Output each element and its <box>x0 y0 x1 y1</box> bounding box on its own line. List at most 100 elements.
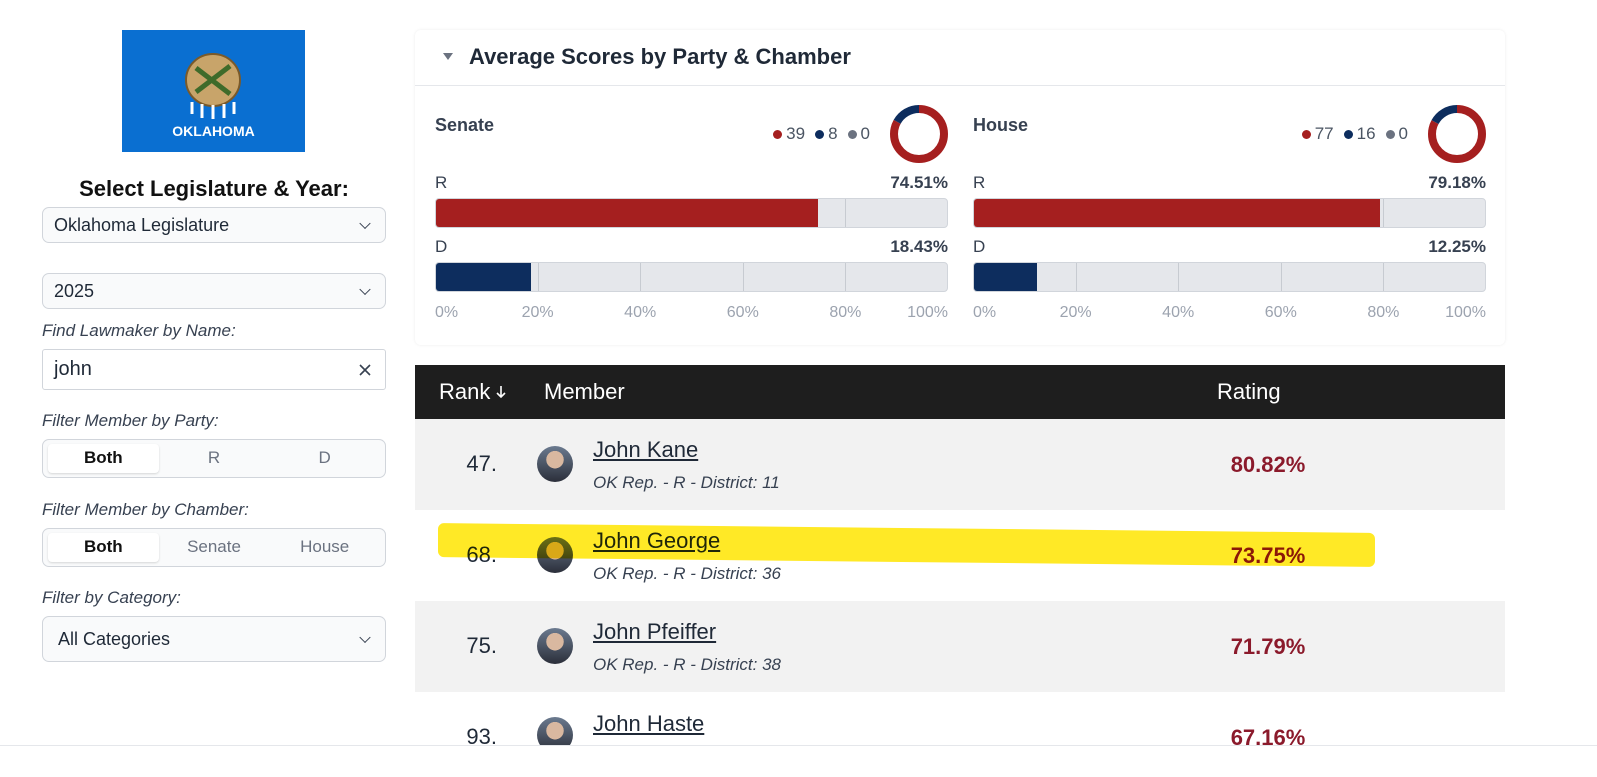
member-row[interactable]: 75. John Pfeiffer OK Rep. - R - District: … <box>415 601 1505 692</box>
segment-option[interactable]: Senate <box>187 537 241 556</box>
axis-tick-label: 40% <box>624 304 657 321</box>
score-label: 74.51% <box>890 173 948 192</box>
count-item: 8 <box>815 124 838 144</box>
count-value: 0 <box>1398 124 1408 143</box>
chamber-filter: Both Senate House <box>42 528 386 567</box>
count-item: 77 <box>1301 124 1334 144</box>
score-track <box>435 198 948 228</box>
panel-title[interactable]: Average Scores by Party & Chamber <box>469 44 851 69</box>
axis-tick-label: 60% <box>726 304 759 321</box>
axis-tick-label: 0% <box>435 304 459 321</box>
count-dot <box>773 129 783 139</box>
field-label: Filter Member by Chamber: <box>42 500 249 519</box>
grid-line <box>1383 263 1385 291</box>
legislature-dropdown[interactable]: Oklahoma Legislature <box>42 207 386 243</box>
select-title: Select Legislature & Year: <box>79 176 349 201</box>
axis-tick-label: 80% <box>1367 304 1400 321</box>
rank-header[interactable]: Rank <box>439 379 507 405</box>
state-flag: OKLAHOMA <box>122 30 305 152</box>
rank: 47. <box>466 451 497 476</box>
member-name[interactable]: John Pfeiffer <box>593 619 717 644</box>
grid-line <box>1178 263 1180 291</box>
dropdown-value: 2025 <box>54 280 95 301</box>
count-value: 8 <box>828 124 838 143</box>
grid-line <box>1280 263 1282 291</box>
grid-line <box>845 199 847 227</box>
count-dot <box>847 129 857 139</box>
party-label: D <box>435 237 448 256</box>
grid-line <box>537 263 539 291</box>
member-detail: OK Rep. - R - District: 11 <box>593 473 780 492</box>
segment-option[interactable]: D <box>318 448 331 467</box>
count-item: 16 <box>1343 124 1376 144</box>
table-body: 47. John Kane OK Rep. - R - District: 11 80… <box>415 419 1505 745</box>
year-dropdown[interactable]: 2025 <box>42 273 386 309</box>
member-row[interactable]: 47. John Kane OK Rep. - R - District: 11 80… <box>415 419 1505 510</box>
score-track <box>973 262 1486 292</box>
party-filter: Both R D <box>42 439 386 478</box>
chamber-name: Senate <box>435 115 495 135</box>
axis-tick-label: 20% <box>521 304 554 321</box>
category-dropdown[interactable]: All Categories <box>42 616 386 662</box>
table-header: Rank Member Rating <box>415 365 1505 419</box>
member-detail: OK Rep. - R - District: 38 <box>593 655 781 674</box>
score-track <box>973 198 1486 228</box>
search-value: john <box>54 358 92 380</box>
field-label: Find Lawmaker by Name: <box>42 321 236 340</box>
member-photo <box>537 717 573 745</box>
score-label: 79.18% <box>1428 173 1486 192</box>
score-bar <box>436 263 531 291</box>
segment-option[interactable]: Both <box>48 533 159 562</box>
member-row[interactable]: 93. John Haste 67.16% <box>415 692 1505 745</box>
segment-option[interactable]: House <box>300 537 350 556</box>
dropdown-value: All Categories <box>58 628 171 649</box>
grid-line <box>845 263 847 291</box>
count-item: 0 <box>1385 124 1408 144</box>
member-photo <box>537 628 573 664</box>
grid-line <box>1383 199 1385 227</box>
score-label: 12.25% <box>1428 237 1486 256</box>
clear-button[interactable] <box>359 364 371 376</box>
axis-tick-label: 100% <box>1445 304 1486 321</box>
score-bar <box>436 199 819 227</box>
divider <box>415 85 1505 86</box>
member-photo <box>537 446 573 482</box>
member-name[interactable]: John Haste <box>593 711 705 736</box>
rank: 93. <box>466 724 497 745</box>
member-header[interactable]: Member <box>544 379 625 404</box>
field-label: Filter Member by Party: <box>42 411 219 430</box>
member-name[interactable]: John Kane <box>593 437 699 462</box>
segment-option[interactable]: R <box>207 448 221 467</box>
count-value: 16 <box>1356 124 1376 143</box>
rating-header[interactable]: Rating <box>1217 379 1281 404</box>
count-item: 39 <box>773 124 805 144</box>
count-dot <box>1301 129 1311 139</box>
sort-arrow <box>496 386 507 399</box>
flag-emblem <box>185 53 241 119</box>
party-label: R <box>973 173 986 192</box>
rating: 71.79% <box>1230 634 1306 659</box>
header-text: Rank <box>439 379 491 404</box>
donut-segment <box>890 105 948 163</box>
count-value: 0 <box>860 124 870 143</box>
grid-line <box>1075 263 1077 291</box>
count-value: 77 <box>1314 124 1334 143</box>
chamber-name: House <box>973 115 1029 135</box>
collapse-toggle[interactable] <box>442 52 454 62</box>
axis-tick-label: 60% <box>1264 304 1297 321</box>
party-label: D <box>973 237 986 256</box>
score-bar <box>974 199 1381 227</box>
search-input[interactable]: john <box>42 349 386 390</box>
grid-line <box>742 263 744 291</box>
member-detail: OK Rep. - R - District: 36 <box>593 564 781 583</box>
segment-option[interactable]: Both <box>48 444 159 473</box>
flag-label: OKLAHOMA <box>172 123 255 139</box>
count-dot <box>815 129 825 139</box>
axis-tick-label: 80% <box>829 304 862 321</box>
axis-tick-label: 100% <box>907 304 948 321</box>
party-donut <box>1428 105 1486 163</box>
donut-segment <box>1428 105 1486 163</box>
score-track <box>435 262 948 292</box>
score-label: 18.43% <box>890 237 948 256</box>
dropdown-value: Oklahoma Legislature <box>54 214 230 235</box>
